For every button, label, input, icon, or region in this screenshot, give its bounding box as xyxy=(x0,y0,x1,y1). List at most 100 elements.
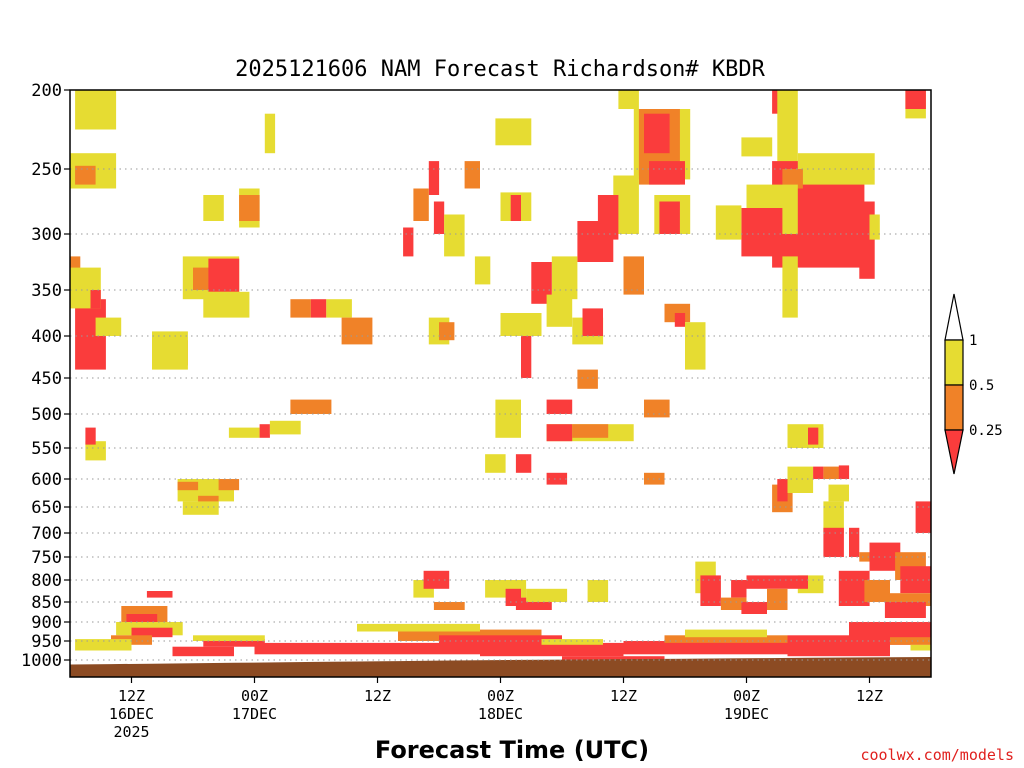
ri-cell xyxy=(341,317,373,345)
ri-cell xyxy=(823,501,844,533)
ri-cell xyxy=(838,465,850,479)
y-tick-label: 200 xyxy=(31,81,62,101)
legend-swatch-below-0.25 xyxy=(944,429,964,475)
x-tick-label: 00Z xyxy=(487,687,514,705)
x-tick-label: 2025 xyxy=(113,723,149,741)
y-tick-label: 650 xyxy=(31,498,62,518)
y-tick-label: 1000 xyxy=(21,651,62,671)
ri-cell xyxy=(700,575,721,606)
color-legend: 1 0.5 0.25 xyxy=(944,293,1003,475)
ri-cell xyxy=(685,629,767,638)
ri-cell xyxy=(85,427,96,445)
ri-cell xyxy=(859,201,875,279)
ri-cell xyxy=(172,646,234,657)
x-tick-label: 00Z xyxy=(241,687,268,705)
ri-cell xyxy=(290,299,311,318)
ri-cell xyxy=(741,137,773,157)
ri-cell xyxy=(95,317,122,336)
y-tick-label: 250 xyxy=(31,160,62,180)
ri-cell xyxy=(526,588,568,602)
ri-cell xyxy=(828,484,849,502)
ri-cell xyxy=(203,195,224,221)
ri-cell xyxy=(203,639,265,647)
legend-label: 1 xyxy=(969,333,977,349)
ri-cell xyxy=(423,570,450,589)
x-tick-label: 17DEC xyxy=(232,705,277,723)
ri-cell xyxy=(900,566,932,594)
legend-swatch-0.5-1 xyxy=(944,339,964,386)
y-tick-label: 300 xyxy=(31,225,62,245)
ri-cell xyxy=(649,161,685,185)
ri-cell xyxy=(541,639,603,645)
ri-cell xyxy=(623,641,808,655)
ri-cell xyxy=(546,424,573,442)
ri-cell xyxy=(864,580,890,602)
ri-cell xyxy=(644,399,670,418)
ri-cell xyxy=(433,201,445,234)
ri-cell xyxy=(290,399,332,414)
ri-cell xyxy=(75,639,132,651)
ri-cell xyxy=(495,399,521,438)
ri-cell xyxy=(597,195,619,240)
ri-cell xyxy=(75,165,96,185)
ri-cell xyxy=(474,256,491,285)
ri-cell xyxy=(746,575,808,589)
ri-cell xyxy=(203,291,250,318)
ground-surface xyxy=(70,657,931,677)
ri-cell xyxy=(664,635,788,643)
ri-cell xyxy=(439,322,455,341)
ri-cell xyxy=(515,454,532,473)
y-tick-label: 550 xyxy=(31,439,62,459)
ri-cell xyxy=(777,90,798,166)
ri-cell xyxy=(182,501,219,515)
y-tick-label: 400 xyxy=(31,327,62,347)
ri-cell xyxy=(264,113,276,154)
y-axis: 200 250 300 350 400 450 500 550 600 650 700 750 8008… xyxy=(21,81,70,671)
ri-cell xyxy=(444,214,465,257)
legend-label: 0.5 xyxy=(969,378,994,394)
richardson-cells xyxy=(70,90,932,663)
ri-cell xyxy=(910,644,931,651)
ri-cell xyxy=(495,118,532,146)
ri-cell xyxy=(859,552,875,562)
ri-cell xyxy=(208,258,240,292)
ri-cell xyxy=(659,201,680,234)
x-tick-label: 00Z xyxy=(733,687,760,705)
ri-cell xyxy=(582,308,603,336)
x-axis-title: Forecast Time (UTC) xyxy=(375,736,649,764)
ri-cell xyxy=(85,441,106,461)
ri-cell xyxy=(546,472,568,485)
credit-text: coolwx.com/models xyxy=(860,746,1014,764)
y-tick-label: 900 xyxy=(31,613,62,633)
chart-title: 2025121606 NAM Forecast Richardson# KBDR xyxy=(235,57,766,82)
ri-cell xyxy=(644,113,670,154)
ri-cell xyxy=(326,299,352,318)
ri-cell xyxy=(797,153,875,185)
ri-cell xyxy=(577,369,598,389)
ri-cell xyxy=(177,481,199,491)
ri-cell xyxy=(674,313,686,327)
ri-cell xyxy=(75,90,117,130)
legend-swatch-above-1 xyxy=(944,293,964,341)
ri-cell xyxy=(428,161,440,195)
x-tick-label: 16DEC xyxy=(109,705,154,723)
ri-cell xyxy=(813,466,824,479)
ri-cell xyxy=(741,208,783,257)
ri-cell xyxy=(685,322,706,370)
x-tick-label: 18DEC xyxy=(478,705,523,723)
y-tick-label: 950 xyxy=(31,632,62,652)
ri-cell xyxy=(849,527,860,557)
y-tick-label: 750 xyxy=(31,548,62,568)
ri-cell xyxy=(587,580,609,602)
ri-cell xyxy=(403,227,414,257)
ri-cell xyxy=(357,623,480,632)
ri-cell xyxy=(239,195,260,221)
ri-cell xyxy=(485,454,506,473)
ri-cell xyxy=(905,90,926,109)
ri-cell xyxy=(546,294,573,327)
ri-cell xyxy=(480,642,624,657)
ri-cell xyxy=(623,256,644,295)
y-tick-label: 700 xyxy=(31,524,62,544)
ri-cell xyxy=(787,466,814,493)
